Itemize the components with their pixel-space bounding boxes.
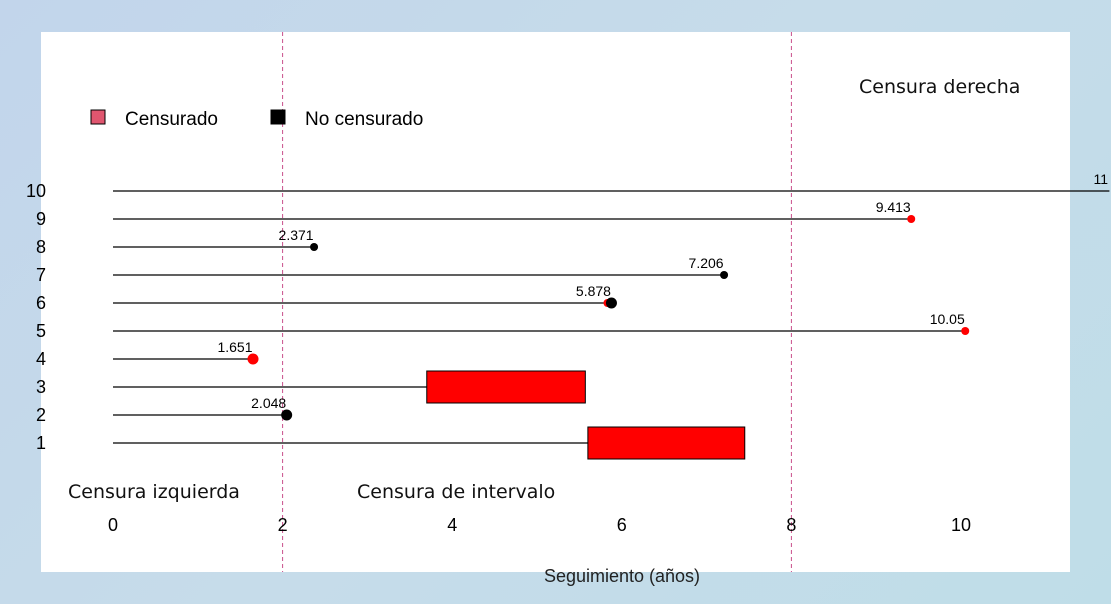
y-tick-label-9: 9 — [36, 209, 46, 229]
reference-lines — [282, 32, 792, 572]
y-tick-label-10: 10 — [26, 181, 46, 201]
y-tick-label-1: 1 — [36, 433, 46, 453]
x-tick-label-10: 10 — [951, 515, 971, 535]
y-tick-label-2: 2 — [36, 405, 46, 425]
x-tick-label-8: 8 — [786, 515, 796, 535]
data-label-5: 10.05 — [930, 311, 965, 327]
plot-panel — [41, 32, 1070, 572]
data-label-7: 7.206 — [689, 255, 724, 271]
x-tick-label-2: 2 — [278, 515, 288, 535]
data-label-8: 2.371 — [279, 227, 314, 243]
x-axis-label: Seguimiento (años) — [544, 566, 700, 586]
legend-censored-label: Censurado — [125, 109, 218, 130]
y-tick-label-8: 8 — [36, 237, 46, 257]
marker-6 — [605, 297, 617, 309]
x-tick-label-6: 6 — [617, 515, 627, 535]
legend-censored-swatch — [90, 109, 106, 125]
annotation-right-censoring: Censura derecha — [859, 76, 1020, 98]
interval-box-3 — [426, 370, 586, 404]
y-tick-label-4: 4 — [36, 349, 46, 369]
legend: Censurado No censurado — [90, 109, 423, 130]
legend-uncensored-swatch — [270, 109, 286, 125]
y-tick-label-3: 3 — [36, 377, 46, 397]
data-label-6: 5.878 — [576, 283, 611, 299]
marker-8 — [310, 243, 319, 251]
annotation-interval-censoring: Censura de intervalo — [357, 481, 555, 503]
marker-2 — [281, 409, 293, 421]
annotation-left-censoring: Censura izquierda — [68, 481, 240, 503]
y-axis-ticks: 1 2 3 4 5 6 7 8 9 10 — [26, 181, 46, 453]
event-markers — [247, 215, 970, 421]
marker-9 — [907, 215, 916, 223]
x-axis-ticks: 0 2 4 6 8 10 — [108, 515, 971, 535]
x-tick-label-0: 0 — [108, 515, 118, 535]
marker-4 — [247, 353, 259, 365]
marker-7 — [720, 271, 729, 279]
y-tick-label-7: 7 — [36, 265, 46, 285]
y-tick-label-6: 6 — [36, 293, 46, 313]
data-label-9: 9.413 — [876, 199, 911, 215]
interval-boxes — [426, 370, 746, 460]
data-label-4: 1.651 — [217, 339, 252, 355]
y-tick-label-5: 5 — [36, 321, 46, 341]
interval-box-1 — [587, 426, 746, 460]
data-label-10: 11 — [1093, 171, 1108, 187]
data-label-2: 2.048 — [251, 395, 286, 411]
subject-segments — [113, 190, 1110, 444]
x-tick-label-4: 4 — [447, 515, 457, 535]
legend-uncensored-label: No censurado — [305, 109, 423, 130]
marker-5 — [961, 327, 970, 335]
data-labels: 2.048 1.651 10.05 5.878 7.206 2.371 9.413 11 — [217, 171, 1108, 411]
